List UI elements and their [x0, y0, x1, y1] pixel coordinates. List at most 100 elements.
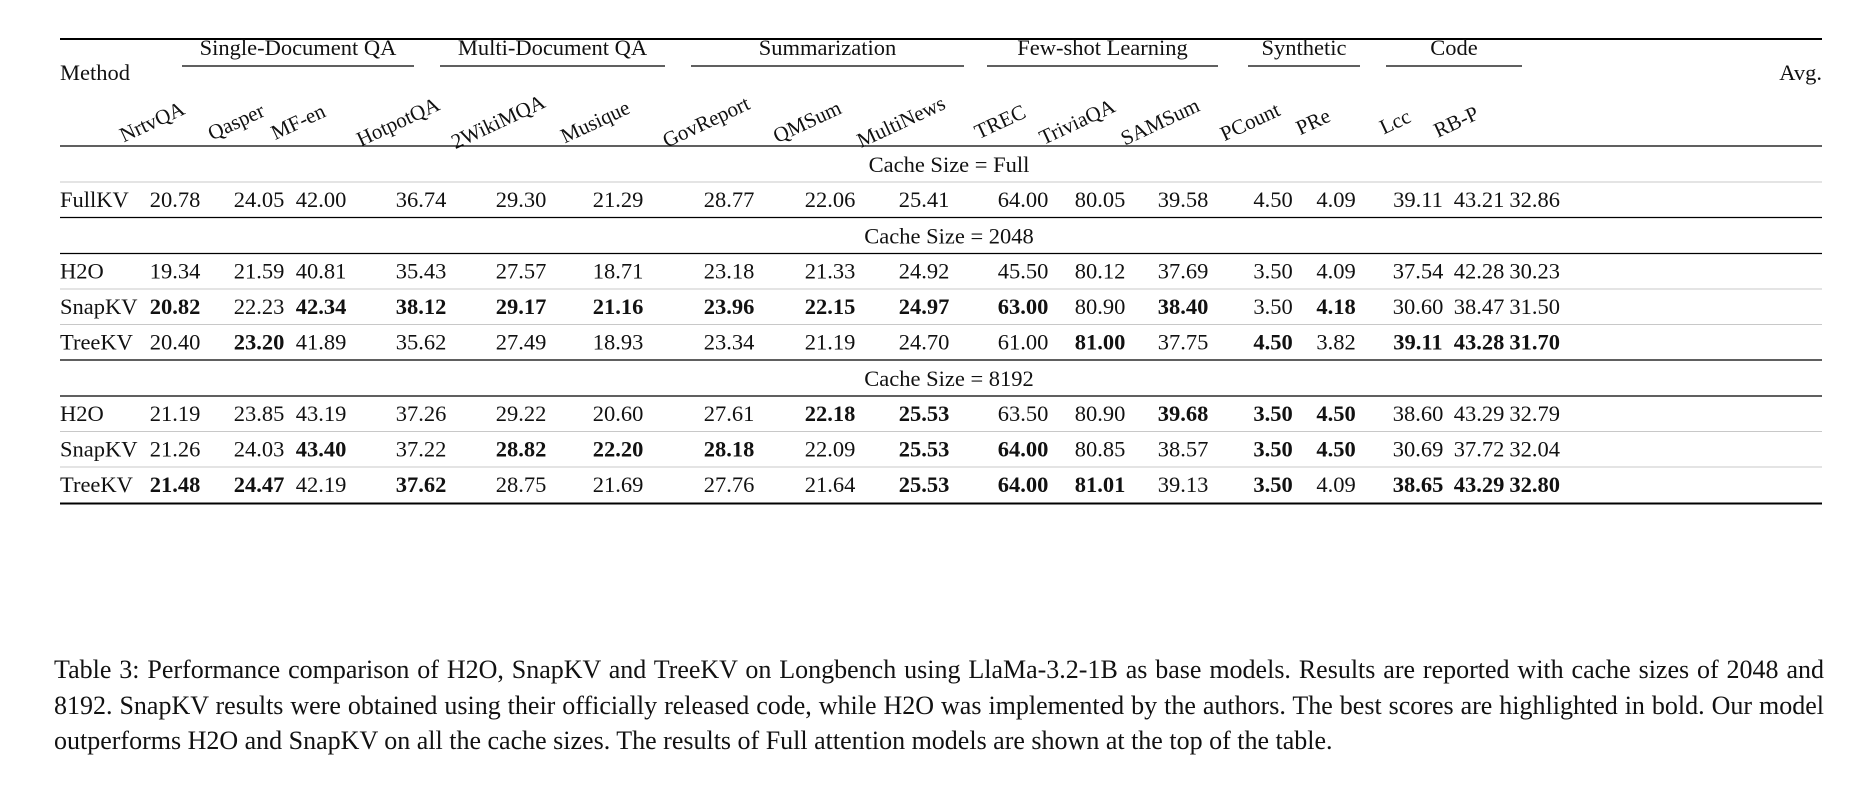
table-cell: 22.23 [234, 294, 285, 319]
table-cell: 32.79 [1509, 401, 1560, 426]
table-cell: 3.50 [1253, 259, 1292, 284]
table-cell: 22.18 [805, 401, 856, 426]
table-cell: 3.50 [1253, 437, 1292, 462]
method-cell: H2O [60, 259, 104, 284]
avg-header: Avg. [1779, 60, 1822, 85]
table-cell: 42.28 [1454, 259, 1505, 284]
table-cell: 24.47 [234, 472, 285, 497]
table-cell: 45.50 [998, 259, 1049, 284]
table-cell: 35.43 [396, 259, 447, 284]
table-cell: 32.04 [1509, 437, 1560, 462]
table-cell: 42.19 [296, 472, 347, 497]
table-cell: 24.97 [899, 294, 950, 319]
column-header: PRe [1292, 103, 1334, 140]
table-cell: 3.50 [1253, 401, 1292, 426]
table-cell: 39.58 [1158, 187, 1209, 212]
group-header: Code [1430, 38, 1478, 60]
column-header: PCount [1216, 97, 1283, 145]
table-cell: 43.28 [1454, 330, 1505, 355]
group-header: Single-Document QA [200, 38, 398, 60]
table-cell: 43.29 [1454, 472, 1505, 497]
group-header: Synthetic [1262, 38, 1347, 60]
table-cell: 38.12 [396, 294, 447, 319]
table-cell: 23.34 [704, 330, 755, 355]
table-cell: 3.82 [1316, 330, 1355, 355]
table-cell: 4.09 [1316, 259, 1355, 284]
column-header: Musique [557, 95, 634, 148]
table-cell: 37.62 [396, 472, 447, 497]
table-cell: 23.18 [704, 259, 755, 284]
table-cell: 23.96 [704, 294, 755, 319]
table-cell: 28.82 [496, 437, 547, 462]
column-header: TriviaQA [1035, 93, 1119, 149]
table-cell: 3.50 [1253, 294, 1292, 319]
column-header: NrtvQA [116, 96, 189, 147]
table-cell: 31.50 [1509, 294, 1560, 319]
table-cell: 31.70 [1509, 330, 1560, 355]
table-cell: 37.26 [396, 401, 447, 426]
table-cell: 21.16 [593, 294, 644, 319]
table-cell: 80.12 [1075, 259, 1126, 284]
table-cell: 4.50 [1316, 437, 1355, 462]
column-header: Qasper [204, 98, 268, 145]
section-title: Cache Size = 2048 [864, 224, 1034, 249]
column-header: 2WikiMQA [447, 89, 549, 154]
results-table: Method Avg. Single-Document QA NrtvQA Qasper… [60, 38, 1822, 505]
column-header: HotpotQA [353, 92, 444, 152]
table-cell: 4.50 [1253, 330, 1292, 355]
table-cell: 25.53 [899, 437, 950, 462]
table-cell: 20.82 [150, 294, 201, 319]
table-cell: 43.40 [296, 437, 347, 462]
method-header: Method [60, 60, 130, 85]
table-cell: 29.22 [496, 401, 547, 426]
table-cell: 22.09 [805, 437, 856, 462]
table-cell: 43.19 [296, 401, 347, 426]
table-cell: 21.26 [150, 437, 201, 462]
table-cell: 64.00 [998, 187, 1049, 212]
table-cell: 20.60 [593, 401, 644, 426]
table-cell: 28.77 [704, 187, 755, 212]
table-cell: 25.53 [899, 472, 950, 497]
table-cell: 32.86 [1509, 187, 1560, 212]
method-cell: TreeKV [60, 472, 133, 497]
table-cell: 43.21 [1454, 187, 1505, 212]
table-cell: 4.09 [1316, 472, 1355, 497]
table-cell: 24.92 [899, 259, 950, 284]
table-cell: 24.70 [899, 330, 950, 355]
table-cell: 23.20 [234, 330, 285, 355]
table-cell: 21.59 [234, 259, 285, 284]
table-cell: 80.05 [1075, 187, 1126, 212]
table-cell: 21.48 [150, 472, 201, 497]
table-cell: 22.06 [805, 187, 856, 212]
table-cell: 4.50 [1253, 187, 1292, 212]
method-cell: FullKV [60, 187, 129, 212]
table-cell: 64.00 [998, 437, 1049, 462]
table-cell: 80.85 [1075, 437, 1126, 462]
table-cell: 39.68 [1158, 401, 1209, 426]
column-header: QMSum [769, 95, 845, 147]
table-cell: 25.41 [899, 187, 950, 212]
table-cell: 63.00 [998, 294, 1049, 319]
column-header: TREC [971, 99, 1030, 143]
table-cell: 23.85 [234, 401, 285, 426]
table-cell: 40.81 [296, 259, 347, 284]
column-header: MultiNews [853, 91, 949, 153]
column-header: RB-P [1430, 101, 1482, 142]
table-cell: 37.54 [1393, 259, 1444, 284]
table-cell: 63.50 [998, 401, 1049, 426]
method-cell: H2O [60, 401, 104, 426]
table-cell: 29.17 [496, 294, 547, 319]
table-cell: 4.18 [1316, 294, 1355, 319]
table-cell: 39.13 [1158, 472, 1209, 497]
method-cell: SnapKV [60, 294, 138, 319]
table-cell: 22.15 [805, 294, 856, 319]
table-cell: 35.62 [396, 330, 447, 355]
table-cell: 21.69 [593, 472, 644, 497]
table-cell: 20.78 [150, 187, 201, 212]
table-cell: 41.89 [296, 330, 347, 355]
column-header: Lcc [1376, 104, 1415, 139]
table-cell: 27.76 [704, 472, 755, 497]
column-header: GovReport [659, 91, 754, 152]
group-header: Few-shot Learning [1017, 38, 1188, 60]
table-cell: 38.65 [1393, 472, 1444, 497]
